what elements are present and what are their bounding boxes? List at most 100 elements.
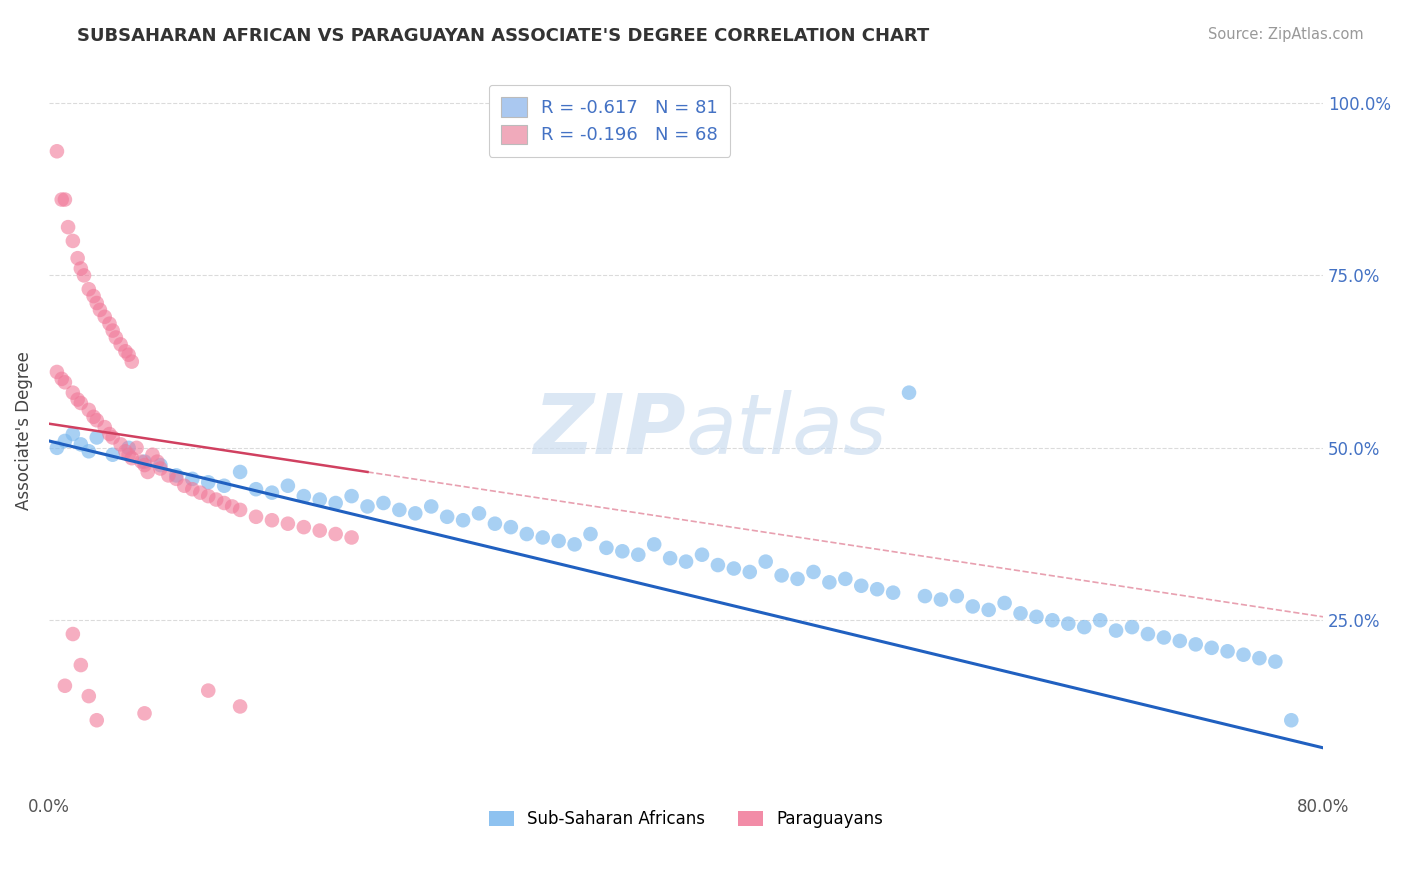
- Point: [929, 592, 952, 607]
- Point: [212, 479, 235, 493]
- Point: [627, 548, 650, 562]
- Point: [134, 706, 156, 721]
- Point: [1025, 609, 1047, 624]
- Point: [69, 437, 91, 451]
- Point: [516, 527, 538, 541]
- Y-axis label: Associate's Degree: Associate's Degree: [15, 351, 32, 510]
- Point: [707, 558, 730, 572]
- Point: [499, 520, 522, 534]
- Point: [53, 193, 76, 207]
- Point: [86, 430, 108, 444]
- Point: [229, 465, 252, 479]
- Point: [157, 468, 180, 483]
- Point: [946, 589, 969, 603]
- Point: [93, 420, 115, 434]
- Point: [101, 448, 124, 462]
- Point: [62, 427, 84, 442]
- Point: [98, 427, 121, 442]
- Point: [1073, 620, 1095, 634]
- Point: [121, 354, 143, 368]
- Point: [388, 503, 411, 517]
- Point: [69, 396, 91, 410]
- Point: [851, 579, 873, 593]
- Point: [197, 683, 219, 698]
- Point: [612, 544, 634, 558]
- Point: [134, 458, 156, 472]
- Point: [1121, 620, 1143, 634]
- Point: [308, 492, 330, 507]
- Point: [1010, 607, 1032, 621]
- Point: [436, 509, 458, 524]
- Point: [1249, 651, 1271, 665]
- Text: ZIP: ZIP: [533, 390, 686, 471]
- Point: [579, 527, 602, 541]
- Point: [149, 458, 172, 472]
- Point: [45, 145, 67, 159]
- Point: [451, 513, 474, 527]
- Point: [121, 451, 143, 466]
- Point: [53, 376, 76, 390]
- Point: [1279, 713, 1302, 727]
- Point: [114, 344, 136, 359]
- Point: [245, 482, 267, 496]
- Point: [114, 444, 136, 458]
- Point: [1201, 640, 1223, 655]
- Point: [914, 589, 936, 603]
- Point: [69, 261, 91, 276]
- Point: [325, 527, 347, 541]
- Point: [98, 317, 121, 331]
- Point: [188, 485, 211, 500]
- Point: [866, 582, 889, 597]
- Point: [66, 251, 89, 265]
- Point: [292, 489, 315, 503]
- Point: [260, 485, 283, 500]
- Point: [1184, 637, 1206, 651]
- Point: [977, 603, 1000, 617]
- Point: [136, 465, 159, 479]
- Point: [77, 689, 100, 703]
- Point: [141, 448, 163, 462]
- Point: [277, 479, 299, 493]
- Point: [484, 516, 506, 531]
- Point: [595, 541, 617, 555]
- Point: [165, 472, 187, 486]
- Point: [325, 496, 347, 510]
- Point: [340, 531, 363, 545]
- Point: [62, 627, 84, 641]
- Point: [146, 455, 169, 469]
- Point: [1136, 627, 1159, 641]
- Point: [165, 468, 187, 483]
- Point: [221, 500, 243, 514]
- Point: [181, 472, 204, 486]
- Point: [723, 561, 745, 575]
- Point: [770, 568, 793, 582]
- Point: [62, 385, 84, 400]
- Point: [1040, 613, 1063, 627]
- Point: [1168, 634, 1191, 648]
- Point: [83, 409, 105, 424]
- Point: [834, 572, 856, 586]
- Point: [197, 475, 219, 490]
- Point: [86, 413, 108, 427]
- Point: [110, 337, 132, 351]
- Point: [56, 220, 79, 235]
- Point: [882, 585, 904, 599]
- Point: [531, 531, 554, 545]
- Point: [659, 551, 682, 566]
- Point: [356, 500, 378, 514]
- Point: [468, 506, 491, 520]
- Point: [77, 403, 100, 417]
- Point: [564, 537, 586, 551]
- Point: [547, 533, 569, 548]
- Text: Source: ZipAtlas.com: Source: ZipAtlas.com: [1208, 27, 1364, 42]
- Point: [277, 516, 299, 531]
- Point: [53, 679, 76, 693]
- Point: [62, 234, 84, 248]
- Text: SUBSAHARAN AFRICAN VS PARAGUAYAN ASSOCIATE'S DEGREE CORRELATION CHART: SUBSAHARAN AFRICAN VS PARAGUAYAN ASSOCIA…: [77, 27, 929, 45]
- Point: [134, 455, 156, 469]
- Point: [229, 503, 252, 517]
- Point: [803, 565, 825, 579]
- Point: [51, 193, 73, 207]
- Point: [898, 385, 921, 400]
- Point: [117, 348, 139, 362]
